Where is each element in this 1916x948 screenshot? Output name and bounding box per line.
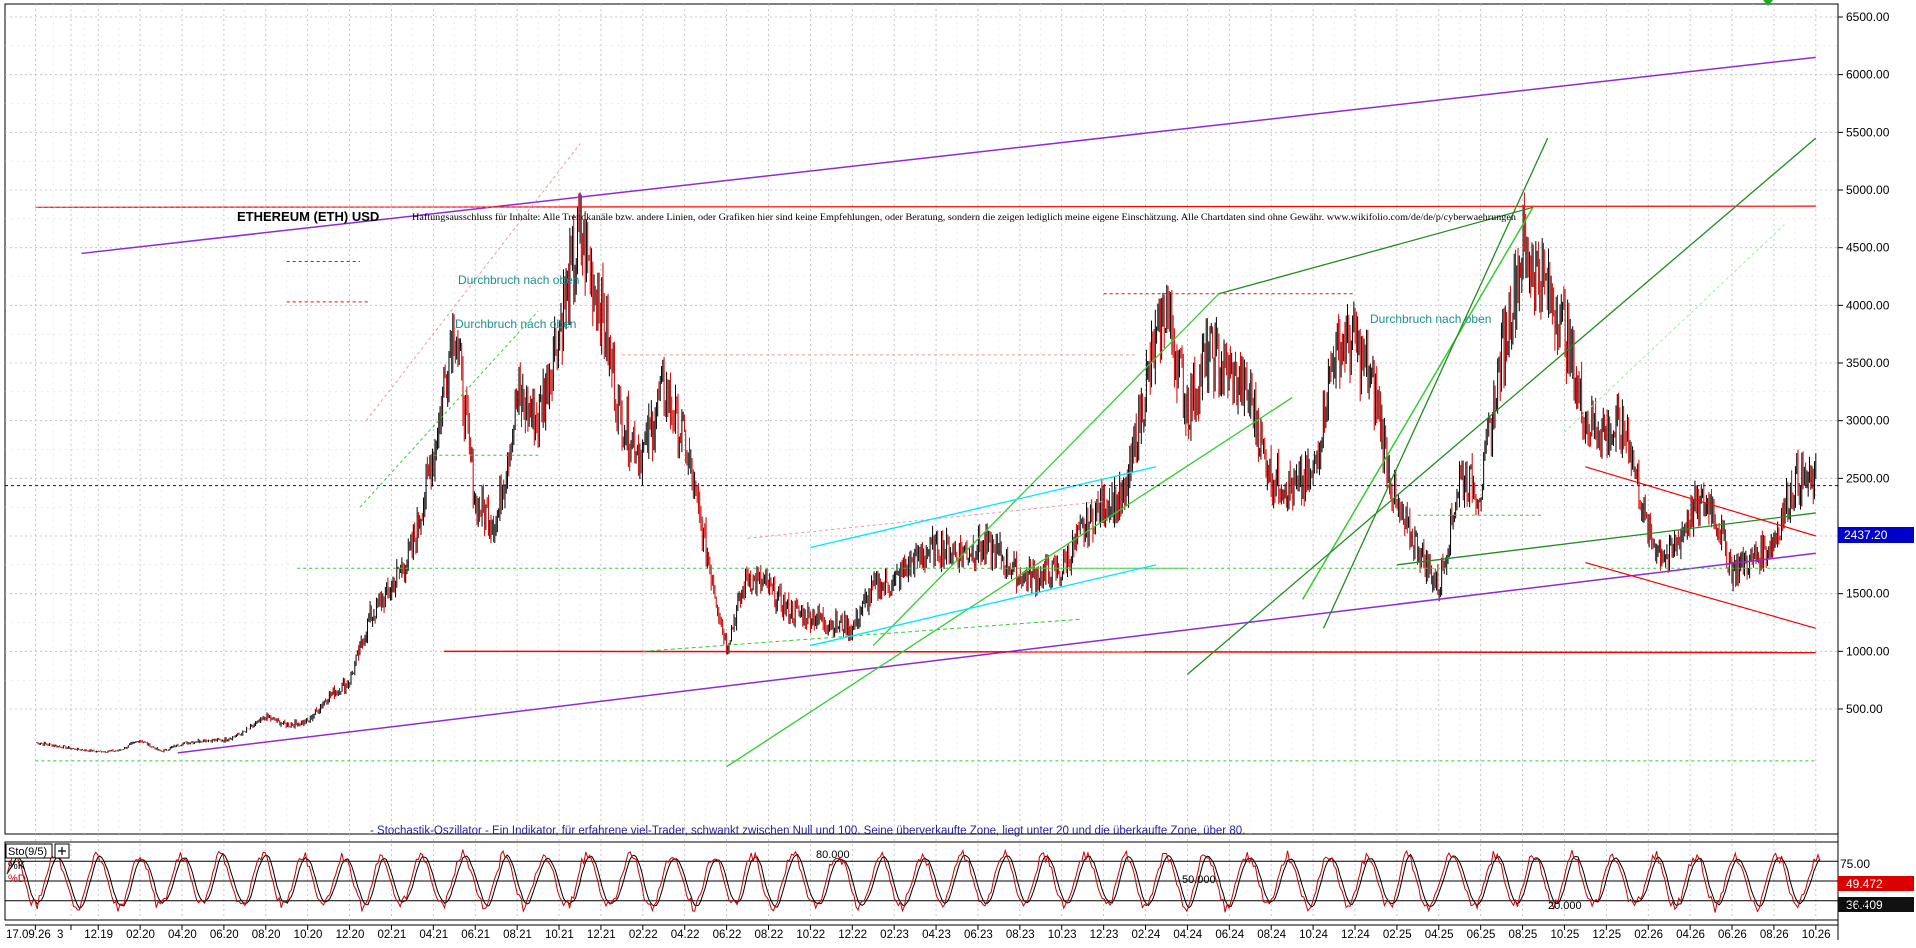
y-tick-label: 5000.00 [1846, 183, 1890, 197]
x-tick-label: 04.21 [419, 929, 448, 941]
cyan-channel-upper [810, 466, 1157, 549]
trend-channel-upper [81, 56, 1816, 255]
annotation-breakout-1: Durchbruch nach oben [458, 273, 579, 287]
y-tick-label: 4500.00 [1846, 241, 1890, 255]
x-tick-label: 10.25 [1550, 929, 1579, 941]
uptrend-line-2 [726, 397, 1293, 768]
uptrend-line-6 [1218, 206, 1534, 295]
x-tick-label: 12.22 [838, 929, 867, 941]
x-tick-label: 04.20 [168, 929, 197, 941]
x-tick-label: 02.25 [1383, 929, 1412, 941]
osc-k-badge: 49.472 [1838, 876, 1914, 891]
y-tick-label: 4000.00 [1846, 298, 1890, 312]
x-tick-label: 06.22 [713, 929, 742, 941]
annotation-breakout-3: Durchbruch nach oben [1370, 312, 1491, 326]
oscillator-description: - Stochastik-Oszillator - Ein Indikator,… [370, 825, 1245, 837]
osc-k-value: 49.472 [1846, 877, 1883, 891]
x-tick-label: 02.23 [880, 929, 909, 941]
x-tick-label: 12.23 [1090, 929, 1119, 941]
osc-level-label-20: 20.000 [1548, 900, 1582, 912]
annotation-breakout-2: Durchbruch nach oben [455, 317, 576, 331]
x-tick-label: 3 [57, 929, 63, 941]
x-tick-label: 12.19 [84, 929, 113, 941]
osc-d-badge: 36.409 [1838, 897, 1914, 912]
x-tick-label: 04.26 [1676, 929, 1705, 941]
x-tick-label: 10.23 [1048, 929, 1077, 941]
x-tick-label: 10.21 [545, 929, 574, 941]
osc-level-label-50: 50.000 [1182, 874, 1216, 886]
x-tick-label: 08.21 [503, 929, 532, 941]
x-tick-label: 12.21 [587, 929, 616, 941]
x-tick-label: 02.24 [1132, 929, 1161, 941]
x-tick-label: 06.26 [1718, 929, 1747, 941]
dotted-green-2023 [642, 618, 1083, 652]
oscillator-label: Sto(9/5) [8, 846, 47, 858]
oscillator-legend: Sto(9/5) %K %D [5, 843, 70, 885]
oscillator-k-label: %K [8, 860, 26, 872]
support-line-1000 [443, 650, 1816, 654]
x-tick-label: 06.25 [1467, 929, 1496, 941]
x-tick-label: 06.20 [210, 929, 239, 941]
x-tick-label: 06.21 [461, 929, 490, 941]
x-tick-label: 10.24 [1299, 929, 1328, 941]
x-tick-label: 12.25 [1592, 929, 1621, 941]
oscillator-d-label: %D [8, 873, 26, 885]
x-tick-label: 17.09.26 [6, 929, 51, 941]
down-channel-upper [1585, 466, 1816, 537]
x-tick-label: 04.24 [1173, 929, 1202, 941]
y-tick-label: 1500.00 [1846, 587, 1890, 601]
x-tick-label: 04.23 [922, 929, 951, 941]
y-tick-label: 6000.00 [1846, 68, 1890, 82]
uptrend-line-3 [1301, 206, 1534, 600]
current-price-label: 2437.20 [1844, 528, 1888, 542]
x-tick-label: 04.25 [1425, 929, 1454, 941]
x-tick-label: 08.24 [1257, 929, 1286, 941]
dotted-green-2021 [359, 310, 539, 508]
osc-ytick-75: 75.00 [1840, 857, 1870, 871]
x-tick-label: 12.24 [1341, 929, 1370, 941]
uptrend-line-4 [1322, 137, 1549, 629]
y-tick-label: 500.00 [1846, 702, 1883, 716]
uptrend-line-1 [872, 293, 1220, 647]
cyan-channel-lower [810, 564, 1157, 647]
x-tick-label: 02.20 [126, 929, 155, 941]
x-tick-label: 04.22 [671, 929, 700, 941]
chart-title: ETHEREUM (ETH) USD [237, 209, 379, 224]
osc-ytick-25: 25.00 [1840, 900, 1870, 914]
y-tick-label: 5500.00 [1846, 125, 1890, 139]
x-tick-label: 12.20 [336, 929, 365, 941]
dotted-green-2026 [1564, 224, 1785, 433]
support-line-green [1396, 512, 1816, 566]
x-tick-label: 02.21 [377, 929, 406, 941]
x-tick-label: 02.26 [1634, 929, 1663, 941]
current-price-badge: 2437.20 [1838, 527, 1914, 543]
disclaimer-text: Haftungsausschluss für Inhalte: Alle Tre… [412, 212, 1516, 223]
marker-triangle-icon [1763, 0, 1773, 6]
down-channel-lower [1585, 561, 1816, 629]
osc-d-value: 36.409 [1846, 898, 1883, 912]
x-tick-label: 08.23 [1006, 929, 1035, 941]
x-tick-label: 08.22 [754, 929, 783, 941]
x-tick-label: 06.24 [1215, 929, 1244, 941]
y-tick-label: 1000.00 [1846, 644, 1890, 658]
uptrend-line-5 [1186, 137, 1817, 675]
y-tick-label: 6500.00 [1846, 10, 1890, 24]
x-tick-label: 10.26 [1802, 929, 1831, 941]
x-tick-label: 10.22 [796, 929, 825, 941]
y-tick-label: 2500.00 [1846, 471, 1890, 485]
dotted-red-2021 [365, 143, 581, 421]
x-tick-label: 08.25 [1509, 929, 1538, 941]
x-tick-label: 06.23 [964, 929, 993, 941]
trend-channel-lower [177, 552, 1816, 754]
y-tick-label: 3500.00 [1846, 356, 1890, 370]
x-tick-label: 10.20 [294, 929, 323, 941]
y-tick-label: 3000.00 [1846, 414, 1890, 428]
osc-level-label-80: 80.000 [816, 849, 850, 861]
x-tick-label: 02.22 [629, 929, 658, 941]
osc-k-line [6, 848, 1821, 913]
x-tick-label: 08.20 [252, 929, 281, 941]
x-tick-label: 08.26 [1760, 929, 1789, 941]
